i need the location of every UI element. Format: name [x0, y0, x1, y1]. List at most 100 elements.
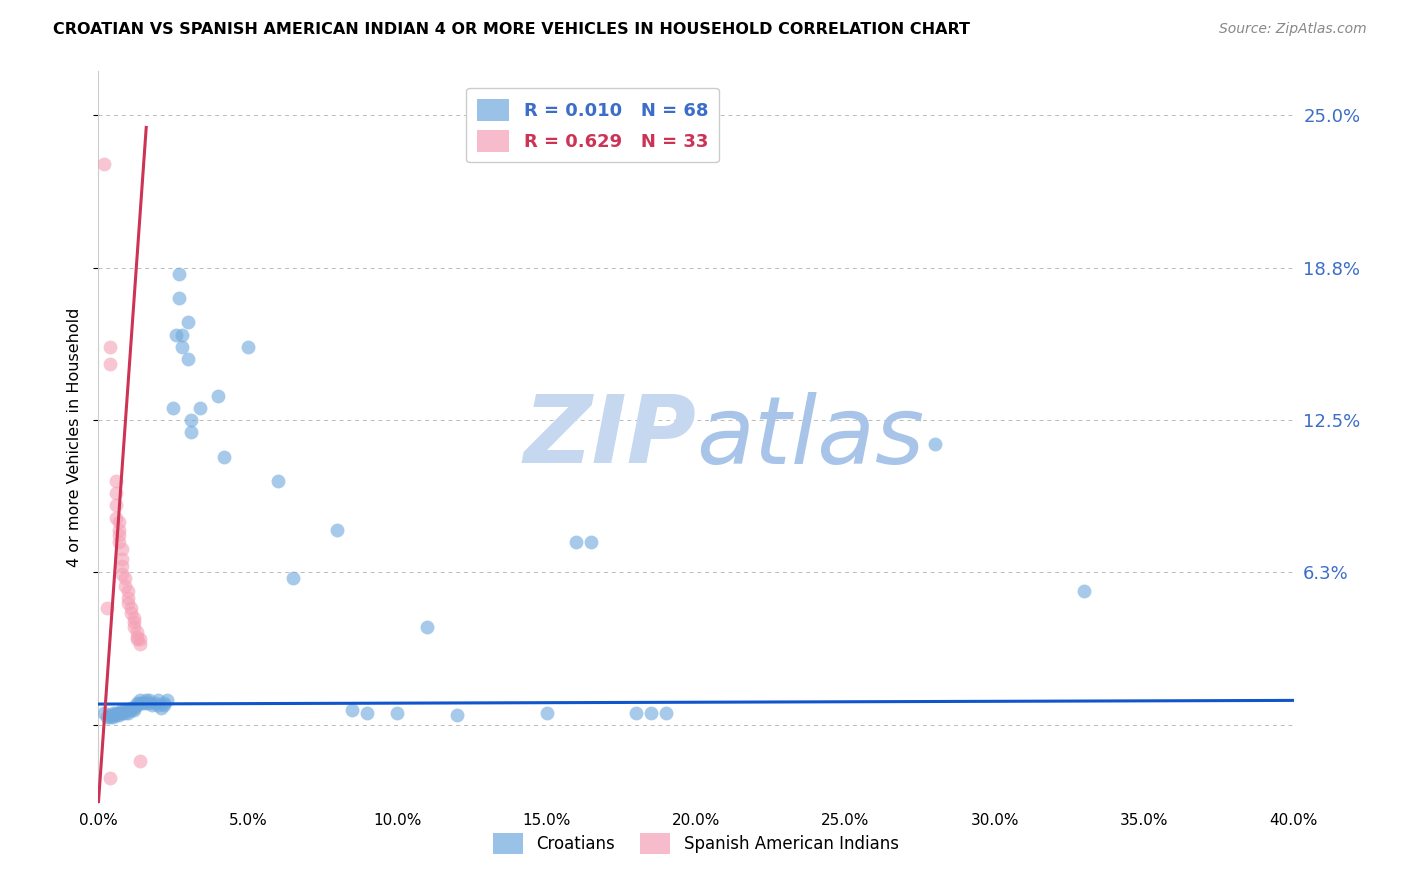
- Point: [342, 703, 364, 717]
- Point: [326, 523, 349, 537]
- Legend: Croatians, Spanish American Indians: Croatians, Spanish American Indians: [486, 827, 905, 860]
- Point: [138, 696, 160, 710]
- Point: [117, 706, 139, 720]
- Point: [93, 157, 115, 171]
- Point: [127, 696, 149, 710]
- Point: [356, 706, 378, 720]
- Point: [536, 706, 558, 720]
- Point: [108, 535, 131, 549]
- Point: [111, 706, 134, 720]
- Text: ZIP: ZIP: [523, 391, 696, 483]
- Point: [180, 425, 202, 440]
- Point: [105, 510, 128, 524]
- Point: [188, 401, 211, 415]
- Point: [148, 693, 170, 707]
- Point: [640, 706, 662, 720]
- Point: [135, 693, 157, 707]
- Point: [172, 340, 194, 354]
- Point: [129, 632, 152, 647]
- Point: [141, 698, 163, 713]
- Point: [385, 706, 409, 720]
- Point: [103, 706, 125, 720]
- Point: [156, 693, 179, 707]
- Point: [1073, 583, 1095, 598]
- Point: [129, 693, 152, 707]
- Point: [165, 327, 187, 342]
- Point: [111, 559, 134, 574]
- Point: [105, 499, 128, 513]
- Point: [129, 755, 152, 769]
- Point: [98, 772, 122, 786]
- Point: [162, 401, 184, 415]
- Point: [105, 708, 128, 723]
- Point: [124, 615, 146, 630]
- Y-axis label: 4 or more Vehicles in Household: 4 or more Vehicles in Household: [67, 308, 83, 566]
- Point: [626, 706, 648, 720]
- Point: [127, 625, 149, 640]
- Text: Source: ZipAtlas.com: Source: ZipAtlas.com: [1219, 22, 1367, 37]
- Point: [124, 703, 146, 717]
- Point: [98, 708, 122, 723]
- Point: [96, 600, 118, 615]
- Point: [108, 706, 131, 720]
- Point: [105, 486, 128, 500]
- Point: [565, 535, 588, 549]
- Point: [236, 340, 259, 354]
- Point: [177, 352, 200, 367]
- Point: [93, 706, 115, 720]
- Point: [127, 630, 149, 644]
- Point: [153, 696, 176, 710]
- Point: [111, 552, 134, 566]
- Point: [111, 566, 134, 581]
- Point: [655, 706, 678, 720]
- Point: [172, 327, 194, 342]
- Point: [167, 267, 190, 281]
- Point: [103, 710, 125, 724]
- Point: [267, 474, 290, 488]
- Point: [120, 600, 142, 615]
- Point: [120, 606, 142, 620]
- Point: [416, 620, 439, 634]
- Point: [117, 703, 139, 717]
- Point: [207, 389, 229, 403]
- Point: [129, 696, 152, 710]
- Point: [148, 698, 170, 713]
- Point: [108, 523, 131, 537]
- Point: [138, 693, 160, 707]
- Point: [581, 535, 603, 549]
- Point: [446, 708, 468, 723]
- Point: [98, 710, 122, 724]
- Point: [108, 527, 131, 541]
- Point: [108, 516, 131, 530]
- Point: [212, 450, 235, 464]
- Point: [96, 710, 118, 724]
- Point: [120, 700, 142, 714]
- Point: [281, 572, 304, 586]
- Point: [98, 340, 122, 354]
- Point: [167, 291, 190, 305]
- Point: [105, 474, 128, 488]
- Point: [105, 706, 128, 720]
- Point: [117, 591, 139, 605]
- Point: [924, 437, 946, 451]
- Point: [114, 706, 136, 720]
- Point: [180, 413, 202, 427]
- Point: [127, 632, 149, 647]
- Point: [150, 700, 173, 714]
- Point: [143, 696, 166, 710]
- Point: [124, 610, 146, 624]
- Point: [98, 357, 122, 371]
- Point: [103, 708, 125, 723]
- Text: atlas: atlas: [696, 392, 924, 483]
- Point: [117, 596, 139, 610]
- Point: [120, 703, 142, 717]
- Point: [111, 542, 134, 557]
- Point: [135, 696, 157, 710]
- Point: [129, 637, 152, 651]
- Point: [132, 696, 155, 710]
- Point: [177, 316, 200, 330]
- Point: [117, 583, 139, 598]
- Point: [124, 620, 146, 634]
- Point: [153, 698, 176, 713]
- Point: [111, 703, 134, 717]
